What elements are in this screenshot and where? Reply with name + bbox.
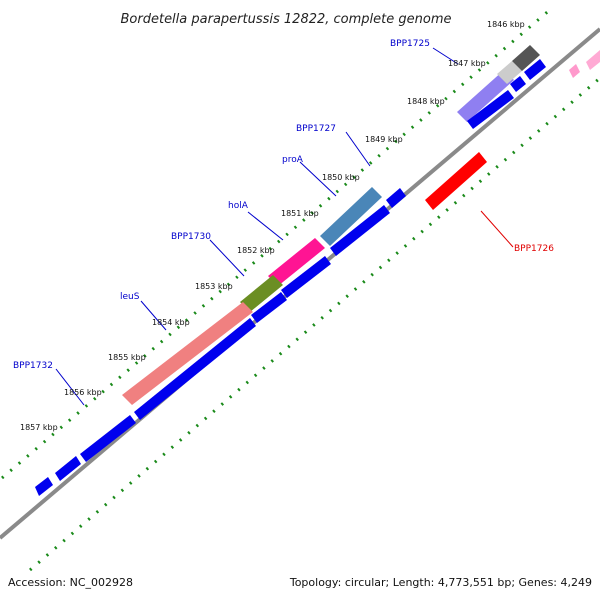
map-title: Bordetella parapertussis 12822, complete… (121, 12, 452, 27)
kbp-label: 1851 kbp (281, 209, 319, 218)
cds-arrow-bpp1726[interactable] (425, 152, 487, 210)
kbp-label: 1848 kbp (407, 97, 445, 106)
kbp-label: 1855 kbp (108, 353, 146, 362)
leader-proa (299, 161, 337, 197)
band-hola[interactable] (268, 238, 325, 286)
leader-bpp1726 (480, 210, 514, 248)
leader-bpp1730 (209, 239, 245, 277)
leader-bpp1727 (345, 131, 371, 167)
kbp-label: 1849 kbp (365, 135, 403, 144)
cds-arrow[interactable] (55, 456, 81, 481)
kbp-label: 1846 kbp (487, 20, 525, 29)
leader-leus (140, 300, 167, 331)
kbp-label: 1852 kbp (237, 246, 275, 255)
cds-arrow-leus[interactable] (134, 318, 256, 420)
gene-label-bpp1732[interactable]: BPP1732 (13, 361, 53, 371)
kbp-label: 1856 kbp (64, 388, 102, 397)
leader-bpp1732 (55, 368, 85, 406)
gene-label-leus[interactable]: leuS (120, 292, 140, 302)
accession-text: Accession: NC_002928 (8, 576, 133, 589)
gene-label-proa[interactable]: proA (282, 155, 304, 165)
cds-arrow[interactable] (35, 477, 53, 496)
ruler-tick-line-outer (1, 6, 553, 480)
kbp-label: 1847 kbp (448, 59, 486, 68)
gene-label-hola[interactable]: holA (228, 201, 249, 211)
band-bpp1846[interactable] (512, 45, 540, 71)
band-bpp1730[interactable] (240, 275, 283, 312)
cds-arrow-bpp1730[interactable] (251, 292, 287, 323)
ruler-tick-line-inner (29, 76, 600, 572)
kbp-label: 1850 kbp (322, 173, 360, 182)
gene-label-bpp1727[interactable]: BPP1727 (296, 124, 336, 134)
kbp-label: 1853 kbp (195, 282, 233, 291)
cds-arrow[interactable] (510, 76, 526, 92)
band-bpp1725-light[interactable] (497, 61, 522, 84)
cds-arrow-bpp1725[interactable] (467, 90, 514, 129)
cds-arrow[interactable] (80, 415, 136, 462)
gene-label-bpp1725[interactable]: BPP1725 (390, 39, 430, 49)
cds-arrow-bpp1727[interactable] (386, 188, 406, 208)
cds-arrow[interactable] (524, 59, 546, 80)
leader-bpp1725 (432, 47, 459, 65)
leader-hola (247, 211, 284, 241)
gene-label-bpp1726[interactable]: BPP1726 (514, 244, 554, 254)
band-bpp1725[interactable] (457, 70, 514, 122)
cds-arrow-pink-edge[interactable] (586, 50, 600, 70)
kbp-label: 1854 kbp (152, 318, 190, 327)
cds-arrow-hola[interactable] (281, 256, 331, 298)
kbp-label: 1857 kbp (20, 423, 58, 432)
cds-arrow-pink[interactable] (569, 64, 580, 78)
gene-label-bpp1730[interactable]: BPP1730 (171, 232, 211, 242)
band-proa[interactable] (320, 187, 382, 246)
band-leus[interactable] (122, 302, 253, 405)
topology-text: Topology: circular; Length: 4,773,551 bp… (289, 576, 592, 589)
cds-arrow-proa[interactable] (330, 205, 390, 256)
